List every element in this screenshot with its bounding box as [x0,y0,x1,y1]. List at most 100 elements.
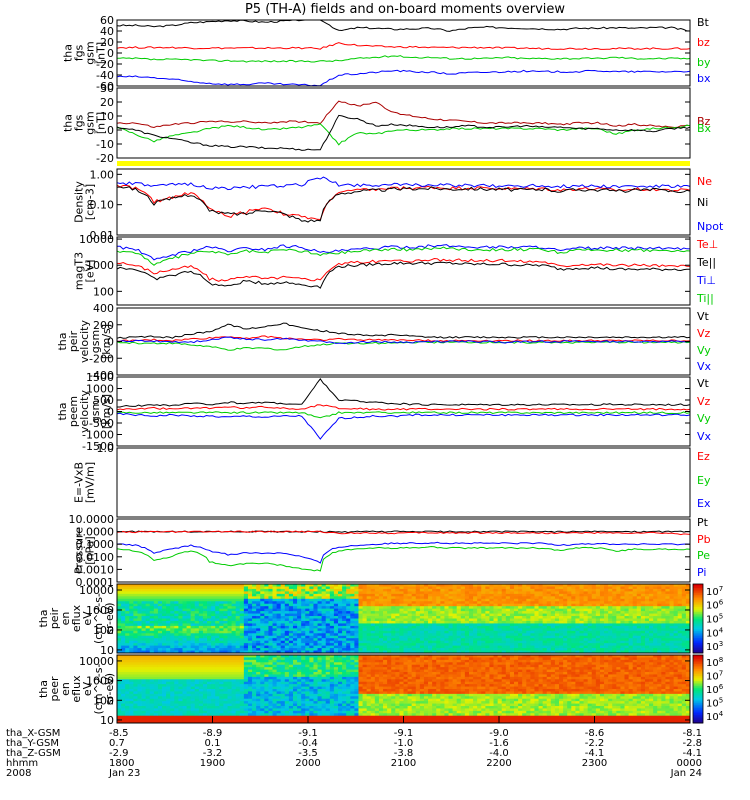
spectrogram-cell [669,623,675,627]
spectrogram-cell [338,603,343,607]
spectrogram-cell [333,648,339,651]
spectrogram-cell [378,616,384,619]
spectrogram-cell [125,701,130,704]
spectrogram-cell [518,591,523,595]
spectrogram-cell [411,645,417,649]
spectrogram-cell [166,598,171,602]
spectrogram-cell [121,686,126,690]
spectrogram-cell [514,618,519,622]
spectrogram-cell [231,623,237,627]
spectrogram-cell [685,643,691,646]
spectrogram-cell [231,628,237,632]
spectrogram-cell [530,640,535,644]
spectrogram-cell [563,628,568,632]
spectrogram-cell [186,601,192,605]
spectrogram-cell [178,715,183,719]
spectrogram-cell [546,650,552,654]
spectrogram-cell [141,588,147,592]
spectrogram-cell [239,643,245,646]
spectrogram-cell [550,635,556,639]
spectrogram-cell [501,638,507,642]
spectrogram-cell [121,696,126,700]
spectrogram-cell [383,598,388,602]
spectrogram-cell [174,588,179,592]
spectrogram-cell [526,640,531,644]
spectrogram-cell [616,633,621,637]
spectrogram-cell [636,630,642,634]
spectrogram-cell [677,628,683,632]
spectrogram-cell [559,645,564,649]
spectrogram-cell [542,601,548,605]
spectrogram-cell [219,625,224,629]
spectrogram-cell [231,648,237,651]
spectrogram-cell [272,611,278,614]
spectrogram-cell [141,586,147,590]
spectrogram-cell [407,603,413,607]
spectrogram-cell [227,618,232,622]
spectrogram-cell [174,635,179,639]
spectrogram-cell [190,696,196,700]
spectrogram-cell [333,618,339,622]
spectrogram-cell [419,606,425,610]
spectrogram-cell [162,603,167,607]
spectrogram-cell [190,630,196,634]
spectrogram-cell [530,628,535,632]
spectrogram-cell [464,584,470,587]
spectrogram-cell [628,625,634,629]
spectrogram-cell [194,645,200,649]
spectrogram-cell [587,596,593,600]
spectrogram-cell [383,584,388,587]
spectrogram-cell [268,588,273,592]
spectrogram-cell [415,608,421,612]
spectrogram-cell [468,635,474,639]
spectrogram-cell [178,701,183,704]
spectrogram-cell [415,596,421,600]
spectrogram-cell [198,686,204,690]
spectrogram-cell [239,611,245,614]
spectrogram-cell [129,657,134,661]
spectrogram-cell [432,611,437,614]
spectrogram-cell [620,591,625,595]
spectrogram-cell [559,611,564,614]
colorbar-segment [693,616,703,619]
spectrogram-cell [215,606,220,610]
separator-bar [117,161,690,166]
y-axis-label-line: gsm [89,330,102,353]
spectrogram-cell [669,635,675,639]
spectrogram-cell [640,613,646,617]
spectrogram-cell [321,650,327,654]
spectrogram-cell [464,616,470,619]
spectrogram-cell [194,715,200,719]
spectrogram-cell [391,593,396,597]
spectrogram-cell [669,598,675,602]
spectrogram-cell [162,655,167,658]
spectrogram-cell [374,616,380,619]
spectrogram-cell [624,591,629,595]
spectrogram-cell [329,613,335,617]
spectrogram-cell [493,623,499,627]
spectrogram-cell [546,643,552,646]
spectrogram-cell [284,620,290,624]
spectrogram-cell [272,608,278,612]
spectrogram-cell [202,655,208,658]
spectrogram-cell [194,657,200,661]
spectrogram-cell [137,698,142,702]
spectrogram-cell [198,584,204,587]
spectrogram-cell [162,650,167,654]
spectrogram-cell [464,620,470,624]
spectrogram-cell [137,710,142,714]
spectrogram-cell [509,588,515,592]
spectrogram-cell [583,606,589,610]
spectrogram-cell [518,608,523,612]
spectrogram-cell [264,588,269,592]
spectrogram-cell [411,650,417,654]
panel-frame [116,87,691,159]
spectrogram-cell [374,623,380,627]
spectrogram-cell [280,620,286,624]
spectrogram-cell [215,588,220,592]
spectrogram-cell [514,593,519,597]
spectrogram-cell [190,640,196,644]
spectrogram-cell [685,613,691,617]
spectrogram-cell [141,672,147,675]
spectrogram-cell [550,608,556,612]
